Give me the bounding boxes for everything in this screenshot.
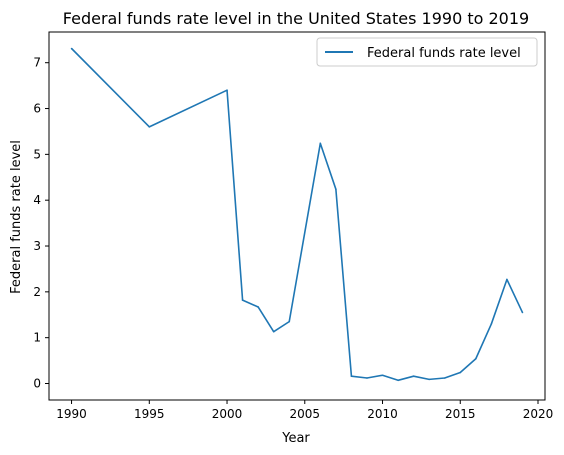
legend-box	[316, 37, 538, 67]
data-point	[272, 330, 275, 333]
y-tick-label: 7	[33, 56, 41, 70]
y-tick-label: 6	[33, 102, 41, 116]
legend-label: Federal funds rate level	[367, 46, 521, 61]
plot-area: 1990 1995 2000 2005 2010 2015 2020 0 1 2 3 4 5 6 7	[33, 31, 554, 421]
data-point	[226, 89, 228, 92]
data-point	[443, 377, 446, 379]
data-point	[288, 320, 291, 323]
y-axis-label: Federal funds rate level	[9, 140, 24, 294]
data-point	[148, 126, 151, 128]
x-tick-label: 2000	[212, 407, 243, 421]
chart-title: Federal funds rate level in the United S…	[63, 9, 529, 28]
x-tick-label: 2005	[290, 407, 321, 421]
data-point	[475, 357, 477, 360]
data-point	[521, 311, 524, 314]
data-point	[490, 323, 493, 325]
series-line-federal-funds-rate	[70, 47, 524, 382]
data-point	[257, 306, 259, 308]
data-point	[319, 142, 322, 145]
axes-frame	[48, 31, 546, 401]
data-point	[397, 379, 399, 382]
data-point	[459, 371, 462, 374]
y-tick-label: 2	[33, 285, 41, 299]
data-point	[506, 278, 508, 281]
data-point	[335, 188, 337, 190]
data-point	[381, 374, 384, 377]
data-point	[70, 47, 73, 50]
data-point	[428, 378, 430, 381]
y-tick-label: 1	[33, 331, 41, 345]
y-tick-label: 3	[33, 239, 41, 253]
x-axis-label: Year	[281, 431, 310, 446]
data-point	[241, 299, 244, 301]
data-point	[350, 375, 353, 377]
y-tick-label: 4	[33, 193, 41, 207]
y-tick-label: 0	[33, 377, 41, 391]
x-tick-label: 1990	[56, 407, 87, 421]
x-tick-label: 1995	[134, 407, 165, 421]
data-point	[412, 375, 415, 377]
x-tick-label: 2010	[367, 407, 398, 421]
y-tick-label: 5	[33, 147, 41, 161]
data-point	[366, 377, 368, 379]
legend: Federal funds rate level	[316, 37, 538, 67]
x-tick-label: 2020	[523, 407, 554, 421]
x-tick-label: 2015	[445, 407, 476, 421]
